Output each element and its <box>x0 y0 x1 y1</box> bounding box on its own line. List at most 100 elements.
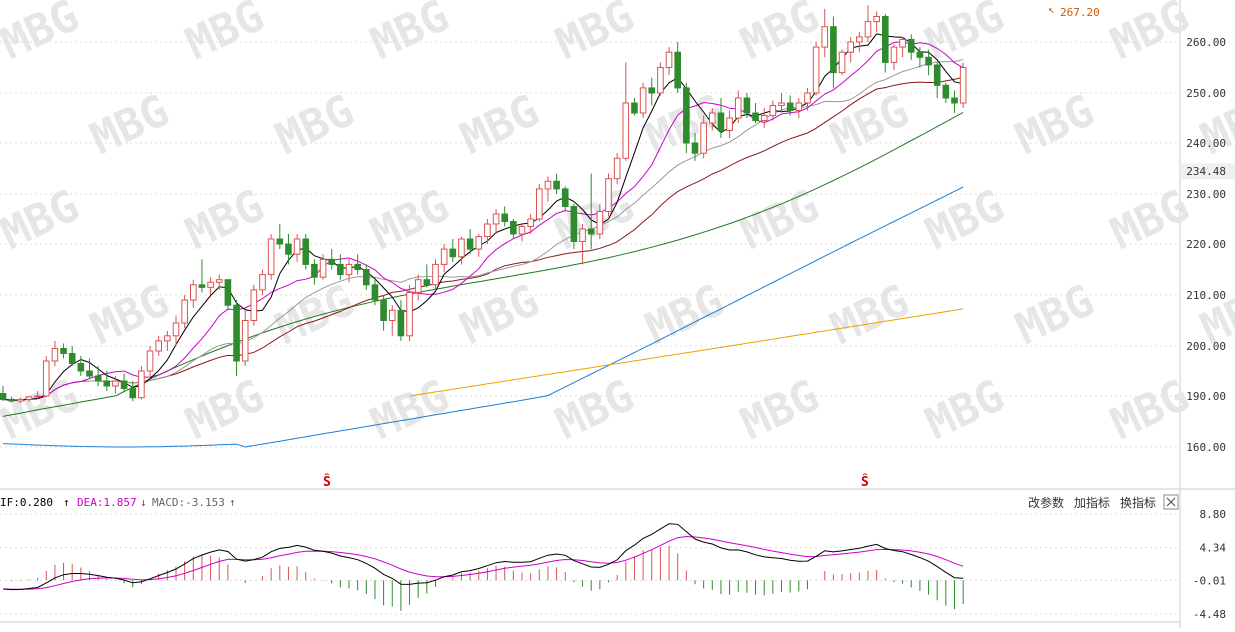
price-tick-label: 200.00 <box>1186 340 1226 353</box>
switch-indicator-button[interactable]: 换指标 <box>1120 495 1156 510</box>
candle-body <box>86 370 93 377</box>
candle-body <box>657 67 664 94</box>
candle-body <box>501 213 508 222</box>
add-indicator-button[interactable]: 加指标 <box>1074 495 1110 510</box>
candle-body <box>830 26 837 74</box>
candle-body <box>778 102 785 106</box>
dea-line <box>2 535 964 590</box>
candle-body <box>34 395 41 398</box>
candle-body <box>700 122 707 154</box>
candle-body <box>432 263 439 286</box>
candle-body <box>414 279 422 293</box>
macd-tick-label: 4.34 <box>1200 542 1227 555</box>
candle-body <box>371 284 379 301</box>
macd-tick-label: -0.01 <box>1193 574 1226 587</box>
macd-arrow-icon: ↑ <box>229 496 236 509</box>
price-axis: 260.00 250.00 240.00 234.48 230.00 220.00 210.… <box>1181 36 1235 454</box>
candle-body <box>241 320 249 362</box>
candle-body <box>293 238 301 255</box>
candle-body <box>838 51 846 74</box>
candle-body <box>328 258 335 265</box>
candle-body <box>250 289 258 321</box>
candle-body <box>129 388 137 399</box>
candle-body <box>648 87 656 94</box>
candle-body <box>181 299 188 324</box>
high-annotation: ↖ 267.20 <box>1048 3 1100 19</box>
candle-body <box>42 360 50 397</box>
ma10-line <box>2 41 964 401</box>
candle-body <box>146 350 154 372</box>
candle-body <box>613 157 621 180</box>
candle-body <box>674 51 682 89</box>
candle-body <box>856 36 863 43</box>
candle-body <box>492 213 500 225</box>
macd-grid-lines <box>0 513 1180 615</box>
candle-body <box>172 322 180 337</box>
price-tick-label: 250.00 <box>1186 87 1226 100</box>
candle-body <box>380 299 387 322</box>
dea-arrow-icon: ↓ <box>140 496 147 509</box>
event-marker[interactable]: Ŝ <box>861 474 869 490</box>
candle-body <box>518 226 526 235</box>
candle-body <box>622 102 630 159</box>
candle-body <box>60 348 67 354</box>
candle-body <box>587 228 595 235</box>
candle-body <box>786 102 794 111</box>
candle-body <box>164 335 171 342</box>
price-tick-label: 234.48 <box>1186 165 1226 178</box>
candle-body <box>311 263 318 278</box>
candle-body <box>285 243 292 255</box>
candle-body <box>579 228 586 242</box>
candle-body <box>544 180 552 190</box>
candle-body <box>864 21 872 38</box>
candle-body <box>224 279 232 306</box>
candle-body <box>449 248 457 258</box>
candle-body <box>94 375 102 382</box>
candle-body <box>354 263 361 270</box>
candle-body <box>959 67 967 104</box>
candle-body <box>406 291 413 337</box>
macd-tick-label: 8.80 <box>1200 508 1227 521</box>
candle-body <box>951 97 958 104</box>
price-tick-label: 190.00 <box>1186 390 1226 403</box>
candle-body <box>397 309 405 337</box>
candle-body <box>17 398 24 402</box>
candle-body <box>8 398 15 402</box>
ma5-line <box>2 33 964 401</box>
macd-value: MACD:-3.153 <box>152 496 225 509</box>
candle-body <box>345 263 353 276</box>
candlestick-series <box>0 5 967 404</box>
candle-body <box>882 16 889 63</box>
event-marker[interactable]: Ŝ <box>323 474 331 490</box>
svg-text:↖: ↖ <box>1048 3 1055 16</box>
candle-body <box>363 269 370 286</box>
macd-lines <box>2 523 964 591</box>
candle-body <box>873 16 880 23</box>
close-icon[interactable] <box>1163 494 1179 510</box>
candle-body <box>631 102 638 114</box>
candle-body <box>77 363 85 372</box>
ma120-line <box>2 186 964 448</box>
candle-body <box>267 238 275 276</box>
dea-value: DEA:1.857 <box>77 496 137 509</box>
candle-body <box>190 284 197 301</box>
candle-body <box>821 26 829 48</box>
price-tick-label: 220.00 <box>1186 238 1226 251</box>
candle-body <box>907 38 915 53</box>
candle-body <box>734 97 742 119</box>
price-tick-label: 210.00 <box>1186 289 1226 302</box>
candle-body <box>198 284 206 288</box>
candle-body <box>769 105 777 116</box>
ma250-line <box>409 308 964 397</box>
macd-legend: IF:0.280 ↑ DEA:1.857 ↓ MACD:-3.153 ↑ <box>0 496 236 509</box>
candle-body <box>319 258 327 278</box>
candle-body <box>25 396 33 400</box>
macd-histogram <box>11 545 964 611</box>
edit-params-button[interactable]: 改参数 <box>1028 495 1064 510</box>
candle-body <box>752 112 759 121</box>
candle-body <box>0 393 7 400</box>
price-tick-label: 260.00 <box>1186 36 1226 49</box>
candle-body <box>233 304 240 362</box>
